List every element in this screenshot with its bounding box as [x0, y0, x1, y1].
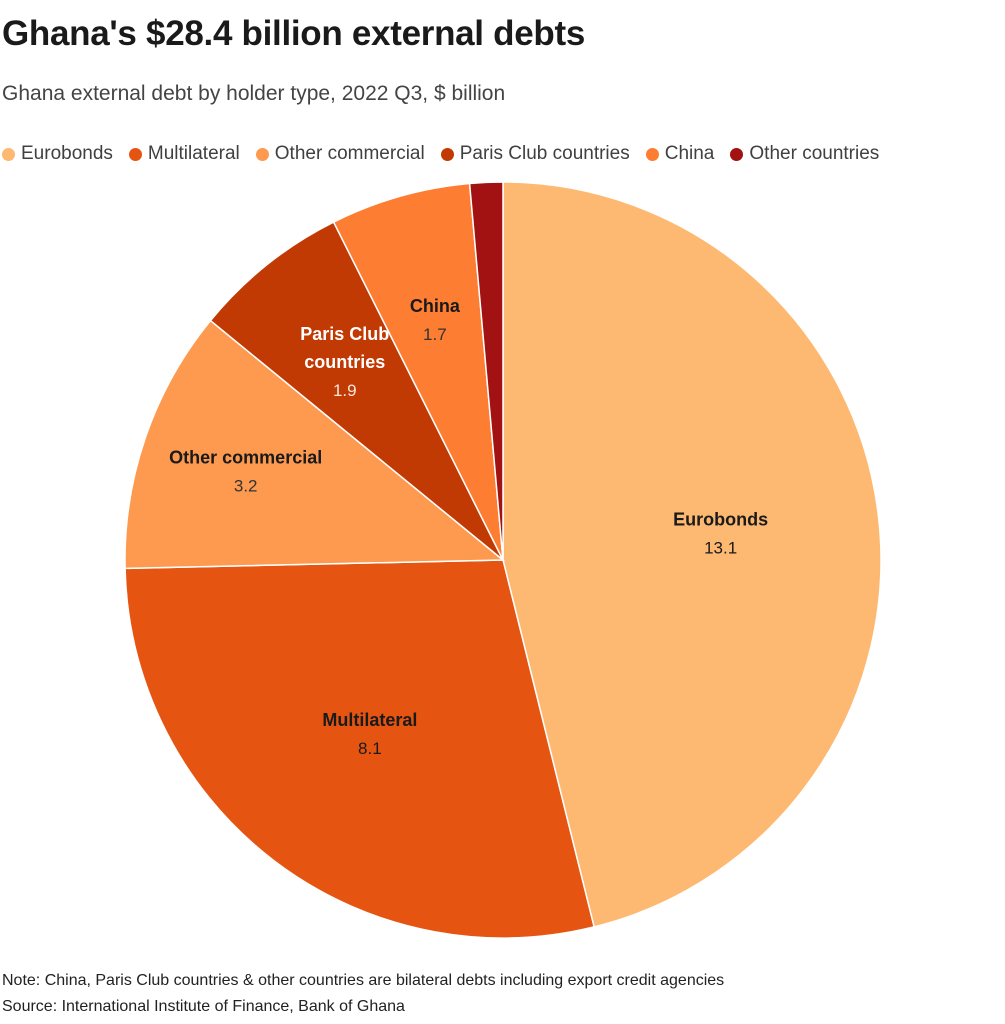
pie-slice-other-commercial: [124, 319, 506, 570]
slice-value: 1.9: [333, 381, 357, 400]
footnote: Note: China, Paris Club countries & othe…: [2, 972, 725, 989]
pie-chart: Eurobonds 13.1 Multilateral 8.1 Other commer…: [124, 181, 882, 939]
legend-label: Paris Club countries: [459, 143, 630, 164]
pie-slice-eurobonds: [502, 181, 882, 928]
slice-label: Multilateral: [322, 710, 417, 730]
legend-item: Other commercial: [255, 143, 425, 165]
slice-value: 1.7: [423, 325, 447, 344]
legend-item: Eurobonds: [2, 143, 113, 165]
legend-swatch: [128, 147, 142, 161]
pie-slice-paris-club-countries: [209, 221, 504, 561]
legend-swatch: [645, 147, 659, 161]
slice-label: Eurobonds: [673, 509, 768, 529]
chart-title: Ghana's $28.4 billion external debts: [2, 14, 586, 53]
slice-value: 13.1: [704, 538, 737, 557]
pie-slice-other-countries: [468, 181, 504, 561]
legend-item: Multilateral: [128, 143, 240, 165]
legend-swatch: [440, 147, 454, 161]
legend-item: Other countries: [730, 143, 879, 165]
legend-label: Other countries: [749, 143, 880, 164]
pie-slice-china: [332, 182, 504, 561]
legend: Eurobonds Multilateral Other commercial Par…: [2, 143, 879, 165]
slice-label: China: [410, 296, 461, 316]
legend-item: Paris Club countries: [440, 143, 630, 165]
legend-item: China: [645, 143, 715, 165]
legend-label: China: [664, 143, 715, 164]
slice-label: Paris Club: [300, 324, 389, 344]
source-line: Source: International Institute of Finan…: [2, 998, 405, 1015]
chart-subtitle: Ghana external debt by holder type, 2022…: [2, 82, 506, 105]
legend-swatch: [730, 147, 744, 161]
legend-label: Multilateral: [147, 143, 240, 164]
slice-label: countries: [304, 352, 385, 372]
legend-swatch: [2, 147, 15, 161]
slice-value: 3.2: [234, 476, 258, 495]
slice-label: Other commercial: [169, 447, 322, 467]
pie-slice-multilateral: [124, 559, 595, 939]
slice-value: 8.1: [358, 739, 382, 758]
legend-label: Other commercial: [274, 143, 425, 164]
legend-label: Eurobonds: [21, 143, 113, 164]
legend-swatch: [255, 147, 269, 161]
